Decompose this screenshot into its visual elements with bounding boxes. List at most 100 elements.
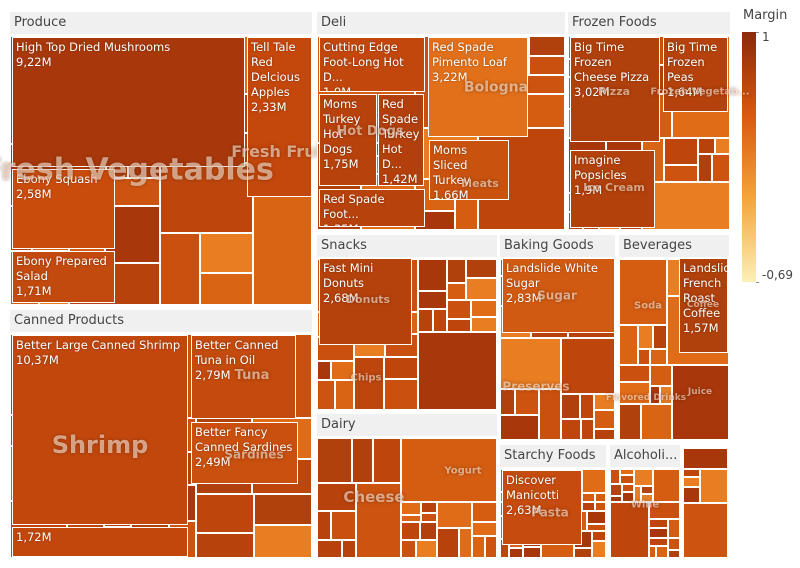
tile — [401, 502, 421, 515]
item-label: Big Time Frozen Peas — [667, 40, 718, 84]
group-header: Canned Products — [10, 310, 312, 332]
tile — [653, 469, 680, 502]
tile — [447, 283, 466, 300]
tile — [595, 502, 606, 511]
group-header: Starchy Foods — [500, 445, 606, 467]
item-label: Moms Sliced Turkey — [433, 143, 471, 187]
tile — [582, 469, 606, 493]
item-rect: Better Large Canned Shrimp 10,37M — [12, 335, 188, 525]
item-label: Better Fancy Canned Sardines — [195, 425, 293, 454]
tile — [472, 502, 497, 522]
tile — [373, 438, 401, 483]
item-value-label: 2,58M — [16, 187, 52, 201]
item-value-label: 2,83M — [506, 291, 542, 305]
item-rect: Big Time Frozen Peas 1,64M — [663, 37, 728, 112]
item-label: Landslide White Sugar — [506, 261, 598, 290]
tile — [401, 540, 416, 558]
item-rect: Ebony Prepared Salad 1,71M — [12, 251, 115, 303]
item-rect: High Top Dried Mushrooms 9,22M — [12, 37, 245, 167]
legend-title: Margin — [743, 8, 788, 23]
tile — [595, 493, 606, 502]
tile — [317, 438, 352, 483]
item-value-label: 2,68M — [323, 291, 359, 305]
item-value-label: 3,22M — [432, 70, 468, 84]
tile — [437, 528, 459, 558]
tile — [561, 338, 615, 394]
tile — [594, 410, 615, 429]
tile — [668, 550, 680, 558]
tile — [401, 522, 420, 540]
tile — [650, 349, 667, 365]
tile — [683, 469, 700, 477]
tile — [683, 448, 728, 469]
tile — [664, 165, 698, 182]
tile — [160, 233, 200, 305]
tile — [638, 349, 650, 365]
item-label: Big Time Frozen Cheese Pizza — [574, 40, 650, 84]
tile — [638, 325, 653, 349]
item-rect: Moms Sliced Turkey 1,66M — [429, 140, 509, 200]
tile — [683, 503, 728, 558]
tile — [587, 524, 606, 531]
item-value-label: 2,63M — [506, 503, 542, 517]
tile — [592, 541, 606, 558]
tile — [610, 469, 620, 484]
tile — [641, 404, 672, 440]
tile — [254, 494, 312, 525]
tile — [447, 319, 471, 332]
tile — [610, 502, 649, 558]
item-rect: Better Fancy Canned Sardines 2,49M — [191, 422, 298, 484]
tile — [384, 379, 418, 410]
tile — [433, 309, 447, 332]
tile — [619, 259, 667, 325]
tile — [447, 259, 466, 283]
item-value-label: 1,35M — [323, 222, 421, 226]
tile — [582, 493, 595, 502]
tile — [401, 438, 497, 502]
tile — [472, 522, 497, 536]
tile — [500, 389, 515, 415]
legend-tick — [756, 32, 759, 33]
tile — [581, 419, 594, 440]
tile — [471, 300, 497, 317]
group-header: Deli — [317, 12, 565, 34]
item-label: Imagine Popsicles — [574, 153, 627, 182]
item-rect: Red Spade Turkey Hot D... 1,42M — [378, 94, 424, 186]
tile — [401, 515, 421, 522]
tile — [698, 138, 715, 154]
tile — [650, 365, 672, 386]
tile — [610, 496, 622, 502]
tile — [331, 361, 354, 380]
item-label: Better Large Canned Shrimp — [16, 338, 181, 352]
tile — [539, 389, 561, 440]
item-rect: 1,72M — [12, 527, 188, 557]
tile — [200, 233, 253, 273]
tile — [672, 365, 729, 440]
tile — [668, 519, 680, 538]
group-header: Beverages — [619, 235, 729, 257]
group-header: Snacks — [317, 235, 497, 257]
item-rect: Fast Mini Donuts 2,68M — [319, 258, 412, 345]
item-label: Better Canned Tuna in Oil — [195, 338, 279, 367]
tile — [594, 394, 615, 410]
item-label: Red Spade Pimento Loaf — [432, 40, 507, 69]
tile — [196, 494, 254, 533]
tile — [649, 528, 668, 538]
tile — [610, 484, 622, 496]
item-value-label: 1,66M — [433, 188, 469, 200]
tile — [317, 361, 331, 380]
item-label: Ebony Prepared Salad — [16, 254, 107, 283]
tile — [619, 365, 650, 382]
tile — [356, 483, 401, 558]
item-label: High Top Dried Mushrooms — [16, 40, 171, 54]
tile — [416, 540, 437, 558]
item-rect: Big Time Frozen Cheese Pizza 3,02M — [570, 37, 660, 142]
item-label: Ebony Squash — [16, 172, 98, 186]
tile — [653, 325, 667, 349]
tile — [683, 477, 700, 487]
group-header: Dairy — [317, 414, 497, 436]
item-value-label: 1,9M — [574, 183, 603, 197]
tile — [418, 309, 433, 332]
